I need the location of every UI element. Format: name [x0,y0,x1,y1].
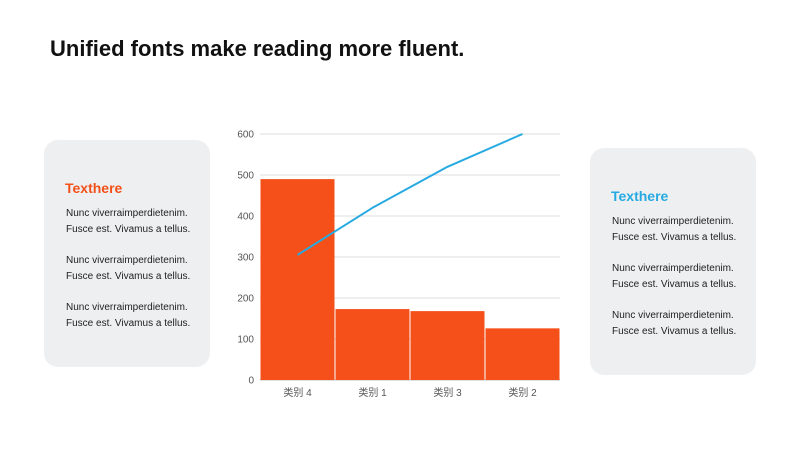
left-card-paragraph: Nunc viverraimperdietenim. Fusce est. Vi… [66,206,210,238]
x-tick-label: 类别 2 [508,386,537,399]
pareto-chart: 0 100 200 300 400 500 600 类别 4 类别 1 类别 3 类别 2 [220,120,580,410]
right-card-line: Nunc viverraimperdietenim. [612,310,734,321]
bar [410,311,485,380]
line-series [296,133,523,256]
line-path [296,133,523,256]
y-tick-label: 500 [237,171,254,182]
left-card-line: Fusce est. Vivamus a tellus. [66,318,191,329]
x-tick-label: 类别 4 [283,386,312,399]
bar [260,179,335,380]
bar [485,328,560,380]
bar-series [260,179,560,380]
left-card-line: Nunc viverraimperdietenim. [66,302,188,313]
y-tick-label: 300 [237,253,254,264]
chart-canvas: 0 100 200 300 400 500 600 类别 4 类别 1 类别 3 类别 2 [237,130,560,400]
x-tick-label: 类别 3 [433,386,462,399]
y-tick-label: 600 [237,130,254,141]
right-card-paragraph: Nunc viverraimperdietenim. Fusce est. Vi… [612,308,756,340]
y-tick-label: 400 [237,212,254,223]
left-card-line: Nunc viverraimperdietenim. [66,255,188,266]
right-card-line: Nunc viverraimperdietenim. [612,263,734,274]
right-card-line: Fusce est. Vivamus a tellus. [612,232,737,243]
right-text-card: Texthere Nunc viverraimperdietenim. Fusc… [590,148,756,375]
left-card-line: Fusce est. Vivamus a tellus. [66,271,191,282]
left-card-heading: Texthere [65,180,123,196]
left-card-paragraph: Nunc viverraimperdietenim. Fusce est. Vi… [66,253,210,285]
page-title: Unified fonts make reading more fluent. [50,36,465,61]
right-card-line: Fusce est. Vivamus a tellus. [612,279,737,290]
right-card-heading: Texthere [611,188,669,204]
left-card-line: Nunc viverraimperdietenim. [66,208,188,219]
left-text-card: Texthere Nunc viverraimperdietenim. Fusc… [44,140,210,367]
axes: 0 100 200 300 400 500 600 类别 4 类别 1 类别 3 类别 2 [237,130,537,400]
right-card-line: Fusce est. Vivamus a tellus. [612,326,737,337]
x-tick-label: 类别 1 [358,386,387,399]
right-card-paragraph: Nunc viverraimperdietenim. Fusce est. Vi… [612,214,756,246]
y-tick-label: 100 [237,335,254,346]
left-card-line: Fusce est. Vivamus a tellus. [66,224,191,235]
left-card-paragraph: Nunc viverraimperdietenim. Fusce est. Vi… [66,300,210,332]
bar [335,309,410,380]
y-tick-label: 200 [237,294,254,305]
y-tick-label: 0 [248,376,254,387]
right-card-line: Nunc viverraimperdietenim. [612,216,734,227]
right-card-paragraph: Nunc viverraimperdietenim. Fusce est. Vi… [612,261,756,293]
